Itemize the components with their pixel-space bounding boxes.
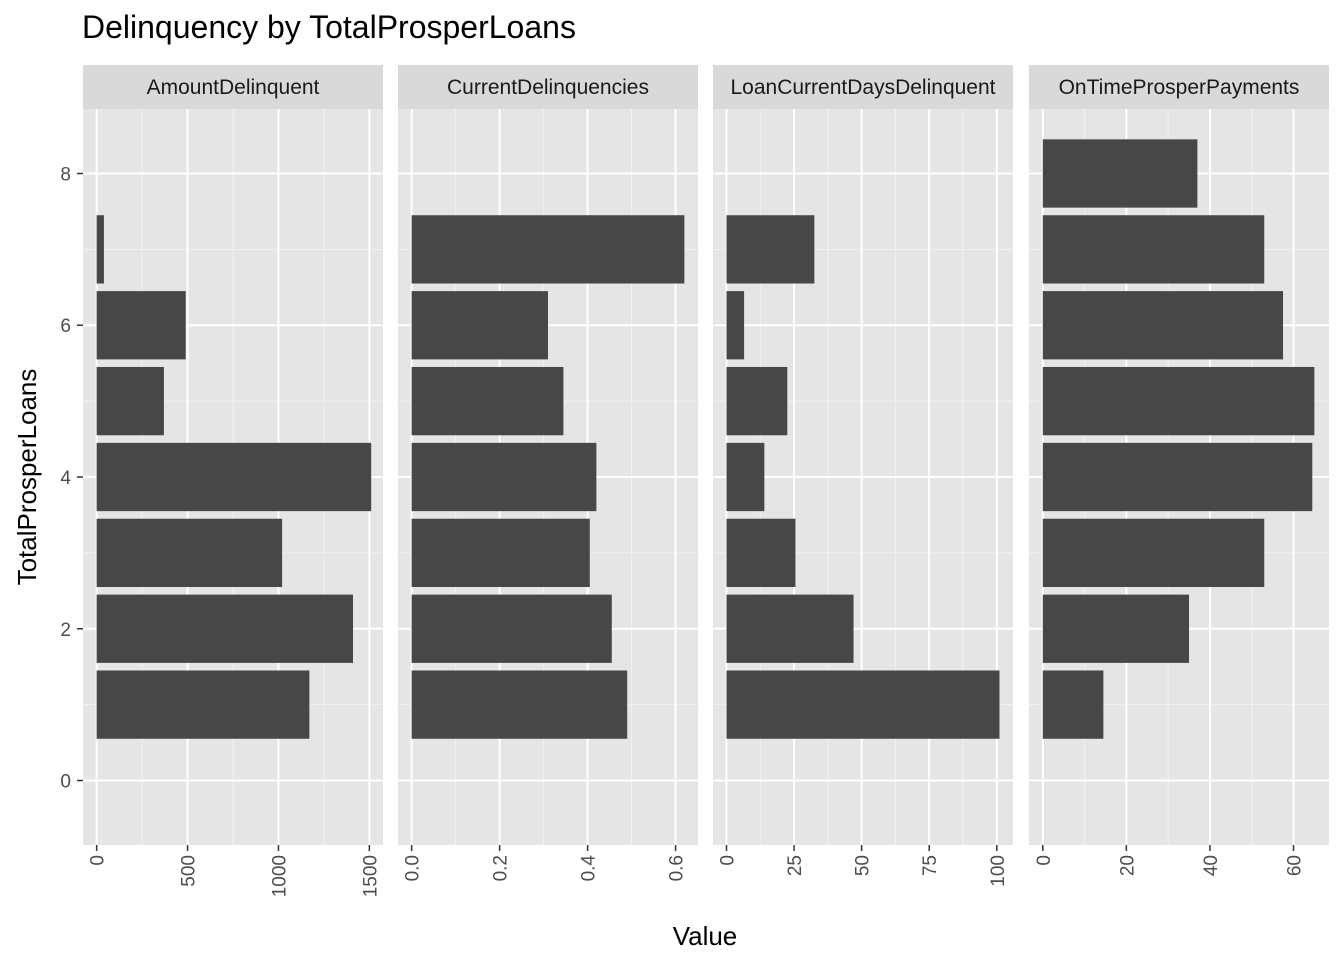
bar-amount-delinquent-2 [96,594,354,663]
chart-title: Delinquency by TotalProsperLoans [82,9,576,45]
y-tick-label: 6 [60,316,71,337]
bar-loan-current-days-delinquent-2 [726,594,854,663]
x-tick-label: 0 [88,855,109,866]
bar-loan-current-days-delinquent-4 [726,442,765,512]
bar-on-time-prosper-payments-7 [1042,215,1265,284]
facet-loan-current-days-delinquent: LoanCurrentDaysDelinquent 0 25 50 75 100 [713,65,1013,887]
facet-strip [1029,65,1329,109]
bars [1042,139,1315,739]
facet-strip [713,65,1013,109]
facet-strip [398,65,698,109]
x-tick-label: 0.6 [667,855,688,881]
x-tick-label: 500 [179,855,200,887]
bar-loan-current-days-delinquent-5 [726,366,788,436]
x-axis-current-delinquencies: 0.0 0.2 0.4 0.6 [403,845,688,881]
bar-on-time-prosper-payments-3 [1042,518,1265,588]
x-tick-label: 1000 [269,855,290,897]
bars [96,215,372,739]
bars [411,215,685,739]
x-tick-label: 40 [1201,855,1222,876]
bar-current-delinquencies-4 [411,442,597,512]
bar-loan-current-days-delinquent-7 [726,215,815,284]
bar-on-time-prosper-payments-5 [1042,366,1315,436]
bar-current-delinquencies-2 [411,594,612,663]
bar-amount-delinquent-1 [96,670,310,739]
bar-current-delinquencies-7 [411,215,685,284]
bar-amount-delinquent-4 [96,442,372,512]
y-tick-label: 0 [60,772,71,793]
x-tick-label: 0.4 [579,855,600,882]
x-tick-label: 0.0 [403,855,424,881]
x-tick-label: 0 [1034,855,1055,866]
facet-current-delinquencies: CurrentDelinquencies 0.0 0.2 0.4 0.6 [398,65,698,881]
x-tick-label: 0.2 [491,855,512,881]
bar-on-time-prosper-payments-8 [1042,139,1198,208]
y-axis-title: TotalProsperLoans [12,369,42,586]
bars [726,215,1000,739]
bar-current-delinquencies-5 [411,366,564,436]
x-tick-label: 20 [1117,855,1138,876]
bar-on-time-prosper-payments-1 [1042,670,1104,739]
y-tick-label: 4 [60,468,71,489]
x-axis-on-time-prosper-payments: 0 20 40 60 [1034,845,1305,876]
bar-on-time-prosper-payments-2 [1042,594,1190,663]
bar-amount-delinquent-3 [96,518,283,588]
x-tick-label: 75 [920,855,941,876]
y-tick-label: 2 [60,620,71,641]
bar-amount-delinquent-6 [96,291,186,360]
bar-current-delinquencies-3 [411,518,590,588]
facet-amount-delinquent: AmountDelinquent 0 500 1000 1500 [83,65,383,897]
facet-on-time-prosper-payments: OnTimeProsperPayments 0 20 40 60 [1029,65,1329,876]
x-axis-title: Value [673,921,738,951]
x-axis-loan-current-days-delinquent: 0 25 50 75 100 [718,845,1009,887]
facet-strip-label: LoanCurrentDaysDelinquent [731,76,996,99]
facet-strip [83,65,383,109]
facet-strip-label: OnTimeProsperPayments [1059,76,1300,99]
facet-strip-label: AmountDelinquent [147,76,320,99]
y-tick-label: 8 [60,164,71,185]
x-tick-label: 50 [853,855,874,876]
x-tick-label: 0 [718,855,739,866]
x-tick-label: 100 [988,855,1009,887]
bar-amount-delinquent-5 [96,366,164,436]
bar-loan-current-days-delinquent-1 [726,670,1000,739]
y-axis: 0 2 4 6 8 [60,164,83,793]
x-tick-label: 25 [785,855,806,876]
x-tick-label: 60 [1284,855,1305,876]
bar-amount-delinquent-7 [96,215,104,284]
bar-loan-current-days-delinquent-6 [726,291,745,360]
x-tick-label: 1500 [360,855,381,897]
bar-current-delinquencies-1 [411,670,628,739]
facet-strip-label: CurrentDelinquencies [447,76,649,99]
bar-loan-current-days-delinquent-3 [726,518,796,588]
x-axis-amount-delinquent: 0 500 1000 1500 [88,845,381,897]
bar-on-time-prosper-payments-6 [1042,291,1284,360]
bar-on-time-prosper-payments-4 [1042,442,1313,512]
bar-current-delinquencies-6 [411,291,548,360]
